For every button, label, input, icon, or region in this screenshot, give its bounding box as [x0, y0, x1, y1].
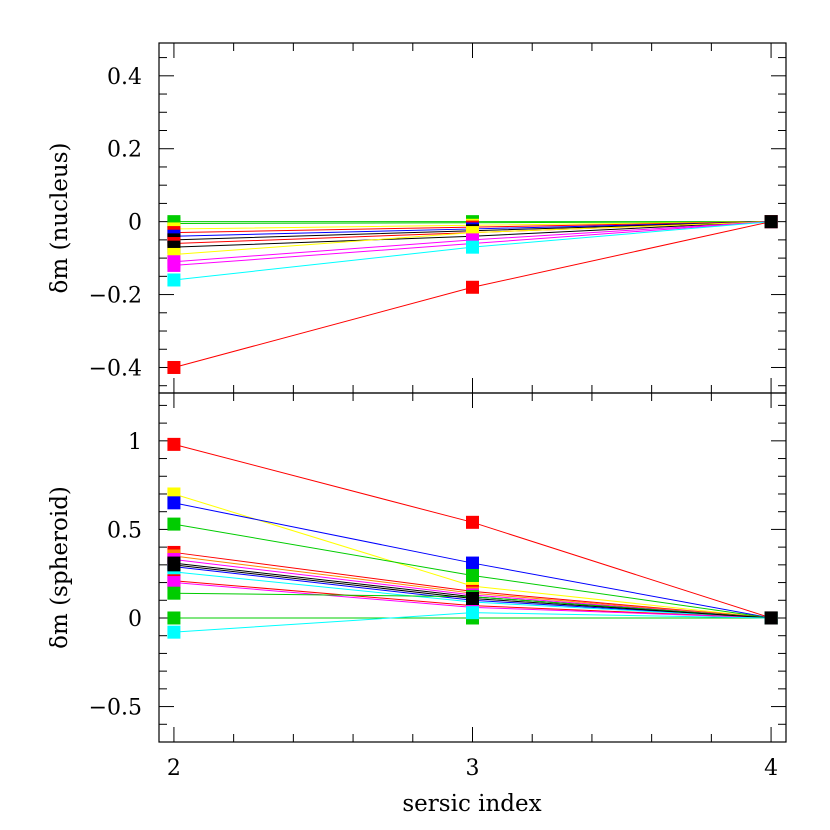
nucleus-series-11-point: [466, 240, 479, 254]
nucleus-ytick-label: 0.4: [107, 65, 142, 90]
nucleus-ytick-label: 0: [128, 211, 142, 236]
spheroid-series-12-point: [167, 586, 181, 600]
nucleus-series-12-point: [466, 280, 479, 294]
x-tick-label: 3: [466, 756, 480, 781]
spheroid-series-3-point: [466, 568, 479, 582]
spheroid-anchor-point: [764, 611, 778, 625]
nucleus-series-10-point: [167, 258, 181, 272]
spheroid-ytick-label: 0: [128, 607, 142, 632]
nucleus-ytick-label: −0.4: [89, 356, 142, 381]
spheroid-ytick-label: −0.5: [89, 696, 142, 721]
spheroid-series-14-point: [167, 611, 181, 625]
spheroid-y-axis-label: δm (spheroid): [47, 486, 73, 649]
nucleus-ytick-label: 0.2: [107, 138, 142, 163]
nucleus-panel: 0.4 0.2 0 −0.2 −0.4 δm (nucleus): [47, 42, 787, 394]
spheroid-ytick-label: 0.5: [107, 518, 142, 543]
spheroid-ytick-label: 1: [128, 430, 142, 455]
x-axis-label: sersic index: [402, 791, 541, 817]
spheroid-series-13-point: [167, 558, 181, 572]
nucleus-series-12-point: [167, 360, 181, 374]
nucleus-y-axis-label: δm (nucleus): [47, 142, 73, 293]
spheroid-series-3-point: [167, 517, 181, 531]
x-tick-label: 2: [167, 756, 181, 781]
spheroid-series-11-point: [167, 576, 181, 590]
spheroid-series-2-point: [167, 496, 181, 510]
spheroid-series-15-point: [466, 606, 479, 620]
nucleus-ytick-label: −0.2: [89, 284, 142, 309]
nucleus-series-11-point: [167, 273, 181, 287]
spheroid-series-0-point: [466, 515, 479, 529]
spheroid-series-0-point: [167, 437, 181, 451]
spheroid-panel: 1 0.5 0 −0.5 2 3 4 δm (spheroid): [47, 392, 787, 781]
spheroid-series-13-point: [466, 592, 479, 606]
x-tick-label: 4: [764, 756, 778, 781]
spheroid-series-2-point: [466, 556, 479, 570]
spheroid-series-15-point: [167, 625, 181, 639]
nucleus-anchor-point: [764, 215, 778, 229]
